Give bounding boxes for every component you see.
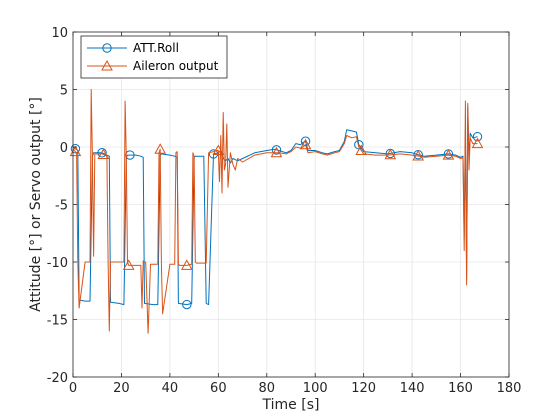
ticks: 0 20 40 60 80 100 120 140 160 180 -20 -15 -10 -5 0 5 10 <box>47 26 522 396</box>
data-marker-aileron-output <box>212 144 225 155</box>
y-tick-label: 10 <box>51 26 68 41</box>
data-marker-aileron-output <box>180 259 193 270</box>
legend-marker-shape <box>101 59 113 71</box>
data-marker-aileron-output <box>154 143 167 154</box>
y-tick-label: -20 <box>47 371 68 386</box>
legend-label-att-roll: ATT.Roll <box>133 41 179 55</box>
y-tick-label: -15 <box>47 314 68 329</box>
legend-entry-att-roll: ATT.Roll <box>87 41 179 55</box>
data-marker-att-roll <box>97 148 107 158</box>
x-tick-label: 180 <box>497 381 522 396</box>
data-marker-att-roll <box>125 150 135 160</box>
y-axis-label: Attitude [°] or Servo output [°] <box>28 97 44 312</box>
series-layer <box>69 89 484 334</box>
x-tick-label: 60 <box>210 381 227 396</box>
x-tick-label: 80 <box>259 381 276 396</box>
data-marker-aileron-output <box>270 146 283 158</box>
x-tick-label: 0 <box>69 381 77 396</box>
series-line-aileron-output <box>72 89 478 334</box>
data-marker-aileron-output <box>471 137 484 149</box>
data-marker-aileron-output <box>442 149 455 160</box>
legend: ATT.Roll Aileron output <box>80 35 228 79</box>
legend-marker-aileron-output <box>101 59 113 71</box>
legend-marker-shape <box>102 43 112 53</box>
data-marker-aileron-output <box>299 138 312 150</box>
x-tick-label: 20 <box>113 381 130 396</box>
data-marker-att-roll <box>208 149 219 159</box>
data-marker-aileron-output <box>122 259 135 270</box>
data-marker-aileron-output <box>384 148 397 160</box>
x-tick-label: 40 <box>162 381 179 396</box>
data-marker-aileron-output <box>412 149 425 161</box>
x-tick-label: 120 <box>351 381 376 396</box>
x-tick-label: 100 <box>303 381 328 396</box>
legend-marker-att-roll <box>102 43 112 53</box>
y-tick-label: -5 <box>55 199 68 214</box>
y-tick-label: 5 <box>60 84 68 99</box>
data-marker-aileron-output <box>355 144 368 155</box>
y-tick-label: 0 <box>60 141 68 156</box>
legend-box <box>80 35 228 79</box>
x-tick-label: 140 <box>400 381 425 396</box>
legend-label-aileron-output: Aileron output <box>133 59 219 73</box>
data-marker-att-roll <box>472 131 483 142</box>
legend-entry-aileron-output: Aileron output <box>87 59 219 73</box>
x-tick-label: 160 <box>448 381 473 396</box>
data-marker-aileron-output <box>97 148 110 159</box>
data-marker-att-roll <box>182 299 192 310</box>
y-tick-label: -10 <box>47 256 68 271</box>
x-axis-label: Time [s] <box>262 397 320 413</box>
data-marker-att-roll <box>70 144 81 154</box>
data-marker-att-roll <box>271 145 282 155</box>
